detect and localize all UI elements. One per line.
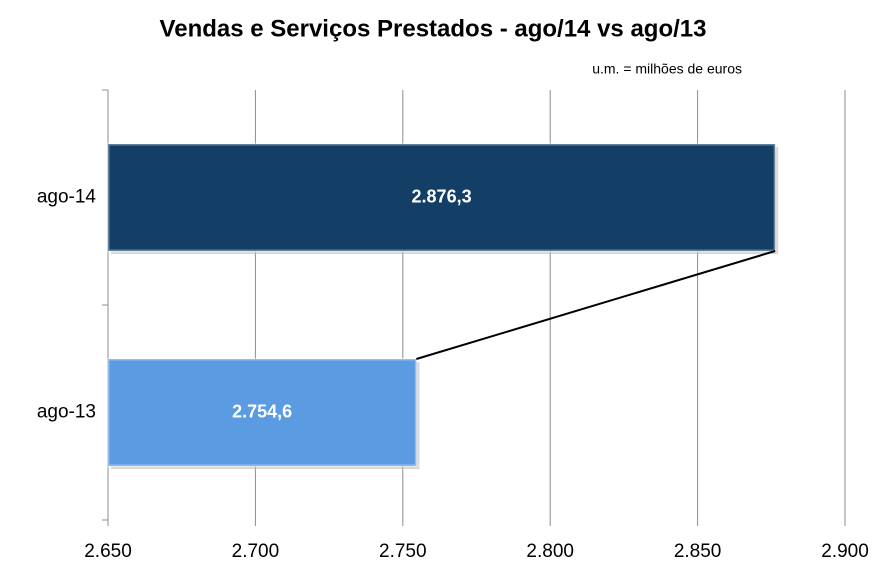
value-label: 2.876,3 (412, 186, 472, 206)
category-label: ago-13 (37, 402, 96, 423)
chart-subtitle: u.m. = milhões de euros (592, 61, 742, 77)
x-tick-label: 2.900 (821, 541, 869, 562)
connector-line (416, 250, 776, 360)
value-label: 2.754,6 (232, 401, 292, 421)
bar (106, 142, 777, 253)
bar (106, 357, 418, 468)
x-tick-label: 2.700 (232, 541, 280, 562)
x-tick-label: 2.650 (84, 541, 132, 562)
x-tick-label: 2.850 (674, 541, 722, 562)
x-tick-label: 2.800 (526, 541, 574, 562)
chart-title: Vendas e Serviços Prestados - ago/14 vs … (160, 15, 707, 42)
x-tick-label: 2.750 (379, 541, 427, 562)
category-label: ago-14 (37, 187, 97, 208)
